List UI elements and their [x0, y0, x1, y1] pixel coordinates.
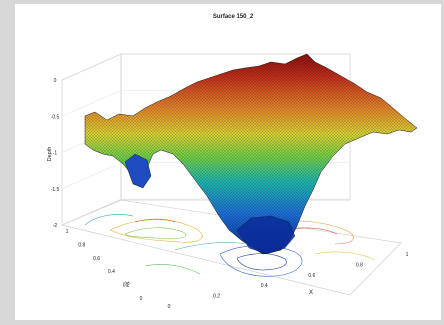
x-tick-label: 0.4: [261, 283, 268, 289]
y-tick-label: 0.8: [78, 242, 85, 248]
y-tick-label: 0.4: [108, 269, 115, 275]
contour-line: [134, 218, 176, 223]
surface-plot: Surface 150_2: [47, 14, 418, 310]
surface-deep-basin: [236, 215, 296, 255]
y-tick-label: 1: [66, 229, 69, 235]
contour-line: [144, 264, 201, 275]
y-tick-label: 0.2: [123, 283, 130, 289]
z-tick-label: -0.5: [51, 114, 60, 120]
y-tick-label: 0: [140, 296, 143, 302]
grid-line: [61, 162, 122, 189]
x-tick-label: 1: [406, 252, 409, 258]
contour-line: [174, 242, 246, 251]
grid-line: [61, 198, 122, 226]
y-axis-label: Y: [125, 282, 129, 288]
surface-left-notch: [124, 153, 152, 189]
z-tick-label: 0: [54, 78, 57, 84]
grid-line: [61, 53, 122, 81]
z-tick-label: -2: [53, 223, 58, 229]
figure-canvas: Surface 150_2: [15, 4, 441, 320]
x-tick-label: 0.6: [308, 273, 315, 279]
chart-title: Surface 150_2: [213, 14, 254, 20]
z-tick-label: -1: [53, 151, 58, 157]
surface: [84, 53, 418, 255]
contour-line: [109, 219, 203, 243]
contour-line: [124, 227, 186, 240]
contour-line: [84, 214, 134, 226]
x-tick-label: 0: [168, 304, 171, 310]
x-tick-label: 0.8: [356, 262, 363, 268]
z-tick-label: -1.5: [51, 187, 60, 193]
contour-line: [236, 253, 287, 271]
y-tick-label: 0.6: [93, 256, 100, 262]
z-axis-label: Depth: [47, 147, 53, 162]
x-tick-label: 0.2: [213, 294, 220, 300]
contour-line: [314, 251, 376, 261]
axis-ticks: 0 -0.5 -1 -1.5 -2 0 0.2 0.4 0.6 0.8 1 0 0.2 0.4 0.6 0.8…: [51, 78, 409, 310]
x-axis-label: X: [309, 290, 313, 296]
surface-mesh-overlay: [85, 54, 417, 254]
floor: [60, 199, 402, 296]
grid-line: [61, 90, 122, 117]
